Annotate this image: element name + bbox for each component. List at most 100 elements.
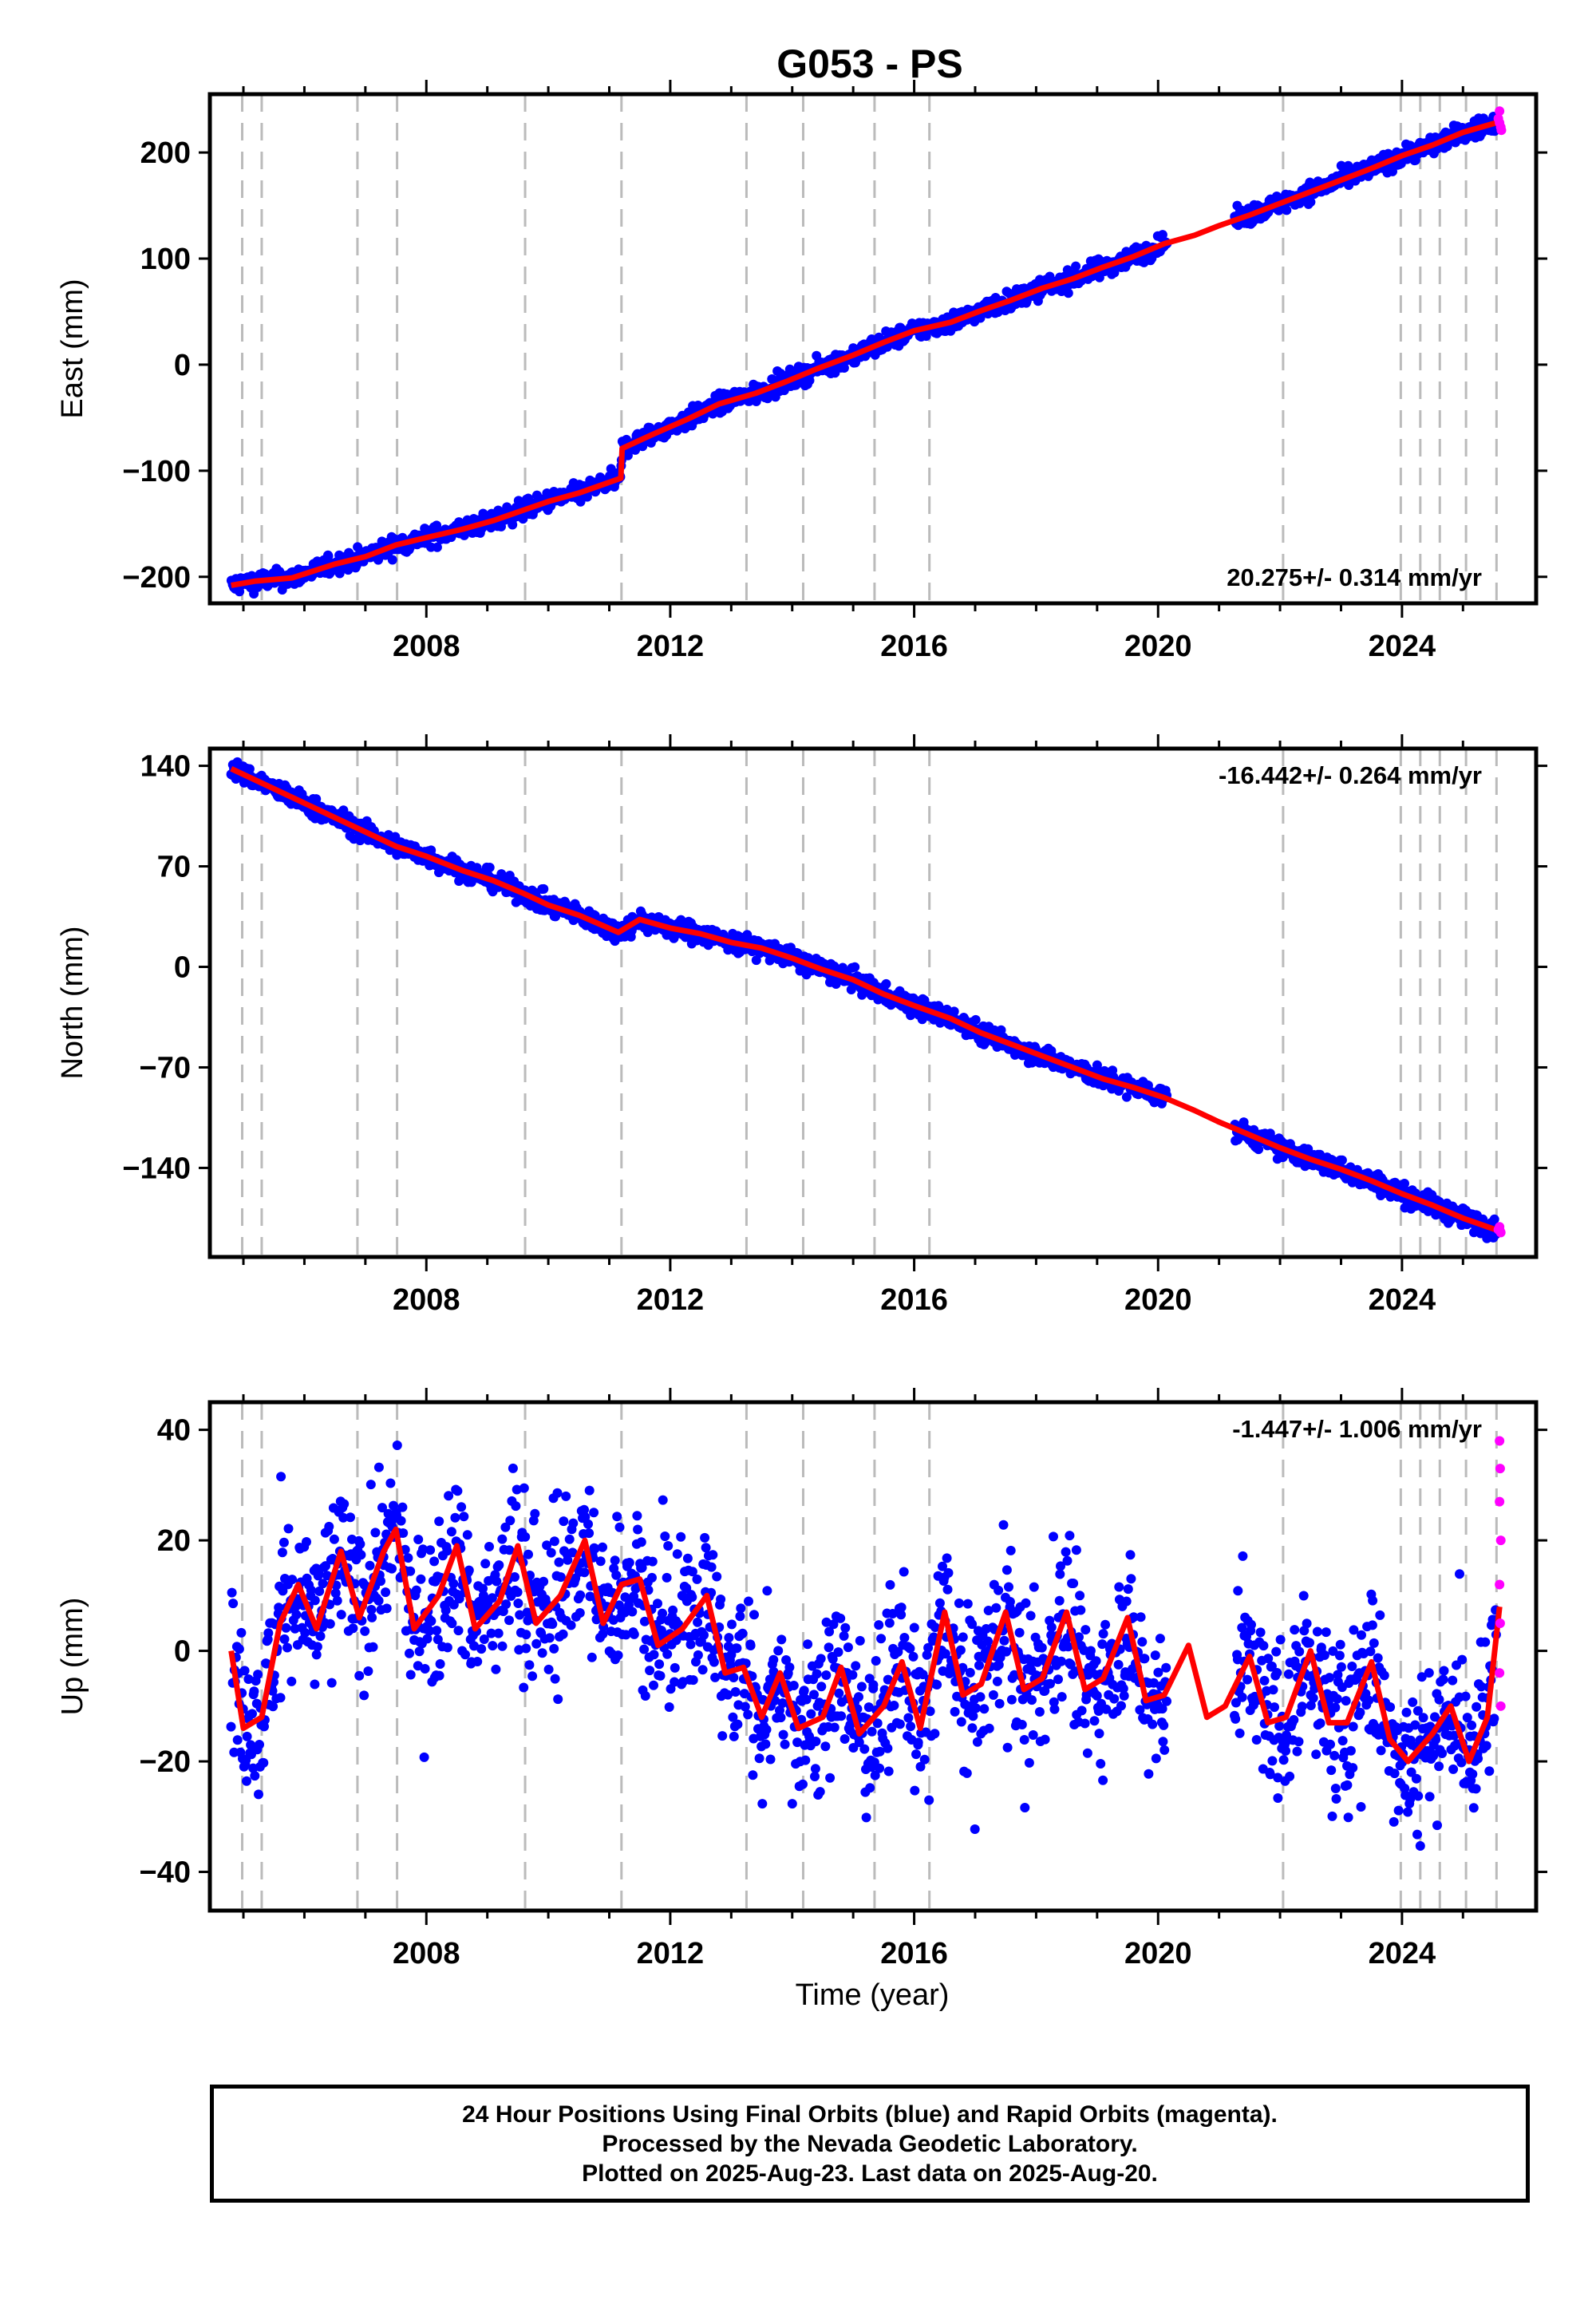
- data-point: [356, 1550, 366, 1560]
- data-point: [1020, 1803, 1030, 1812]
- data-point: [991, 1603, 1001, 1613]
- model-curve: [231, 119, 1501, 588]
- data-point: [820, 1741, 831, 1752]
- data-point: [444, 1491, 454, 1501]
- data-point: [666, 1684, 676, 1694]
- data-point: [930, 1622, 940, 1632]
- data-point: [843, 1642, 853, 1653]
- data-point: [387, 1563, 397, 1574]
- data-point: [775, 1705, 784, 1716]
- data-point: [338, 1512, 349, 1523]
- data-point: [1056, 1561, 1065, 1571]
- data-point: [685, 1639, 696, 1650]
- data-point: [682, 1553, 693, 1563]
- data-point: [1092, 1060, 1102, 1070]
- panels: 2008 2012 2016 2020 20242001000−100−200East …: [56, 80, 1547, 1970]
- chart-title: G053 - PS: [776, 41, 962, 86]
- data-point: [1049, 1697, 1059, 1707]
- data-point: [729, 1673, 739, 1682]
- data-point: [300, 1627, 310, 1638]
- y-tick-label: 140: [140, 750, 191, 784]
- data-point: [514, 1645, 524, 1655]
- data-point: [403, 1553, 413, 1563]
- rapid-orbit-points: [1493, 1222, 1506, 1238]
- data-point: [730, 1687, 741, 1697]
- data-point: [524, 1660, 535, 1670]
- data-point: [1071, 1545, 1081, 1555]
- data-point: [306, 1585, 316, 1595]
- data-point: [242, 1731, 252, 1741]
- data-point: [425, 1626, 435, 1636]
- y-tick-label: 200: [140, 136, 191, 170]
- data-point: [884, 1618, 895, 1628]
- data-point: [994, 1698, 1005, 1709]
- data-point: [1006, 1694, 1017, 1705]
- data-point: [355, 1539, 365, 1549]
- data-point: [373, 1462, 384, 1472]
- data-point: [809, 1690, 819, 1700]
- data-point: [729, 1731, 739, 1741]
- data-point: [236, 1627, 247, 1638]
- data-point: [1121, 1092, 1132, 1102]
- data-point: [318, 1579, 328, 1589]
- data-point: [850, 962, 860, 972]
- data-point: [699, 1630, 709, 1640]
- data-point: [801, 1694, 812, 1705]
- data-point: [253, 1670, 263, 1680]
- data-point: [492, 1576, 502, 1587]
- data-point: [448, 1579, 459, 1589]
- data-point: [527, 1671, 538, 1682]
- data-point: [965, 1667, 975, 1678]
- data-point: [323, 551, 334, 561]
- data-point: [784, 1662, 795, 1673]
- data-point: [1045, 1678, 1055, 1689]
- data-point: [664, 1702, 674, 1712]
- data-point: [922, 1650, 932, 1660]
- data-point: [508, 520, 518, 530]
- data-point: [519, 1483, 529, 1493]
- data-point: [637, 1563, 647, 1573]
- data-point: [885, 1579, 895, 1590]
- data-point: [949, 1006, 959, 1017]
- y-tick-label: 0: [174, 951, 191, 985]
- x-tick-label: 2008: [393, 1283, 460, 1317]
- data-point: [1121, 1596, 1132, 1607]
- data-point: [434, 1516, 444, 1527]
- final-orbit-points: [226, 757, 1501, 1243]
- data-point: [903, 1713, 914, 1723]
- data-point: [413, 1535, 424, 1544]
- data-point: [824, 1642, 834, 1653]
- data-point: [810, 1772, 820, 1781]
- data-point: [539, 883, 549, 894]
- data-point: [1054, 1595, 1065, 1606]
- data-point: [742, 930, 753, 940]
- data-point: [521, 1643, 531, 1654]
- data-point: [911, 1749, 921, 1760]
- data-point: [1126, 1574, 1136, 1584]
- data-point: [975, 1692, 986, 1702]
- data-point: [435, 1659, 445, 1669]
- data-point: [274, 1603, 284, 1613]
- data-point: [414, 1646, 425, 1657]
- data-point: [448, 1599, 459, 1610]
- data-point: [590, 1543, 600, 1554]
- data-point: [1113, 1659, 1124, 1670]
- data-point: [799, 1686, 809, 1696]
- data-point: [736, 1603, 746, 1614]
- data-point: [905, 1643, 915, 1654]
- data-point: [561, 1491, 571, 1501]
- data-point: [279, 1537, 289, 1547]
- data-point: [315, 1631, 326, 1642]
- data-point: [872, 1718, 883, 1729]
- data-point: [1246, 1619, 1256, 1630]
- data-point: [999, 1635, 1009, 1646]
- data-point: [831, 979, 841, 989]
- data-point: [940, 1649, 950, 1659]
- data-point: [906, 1721, 916, 1732]
- data-point: [512, 1587, 523, 1597]
- data-point: [788, 1681, 799, 1690]
- data-point: [442, 1642, 452, 1653]
- data-point: [773, 1646, 784, 1656]
- data-point: [242, 1776, 251, 1786]
